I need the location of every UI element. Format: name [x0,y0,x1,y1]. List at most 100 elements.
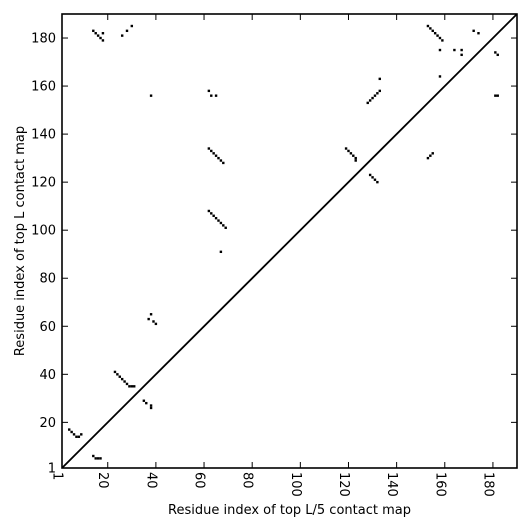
plot-frame [61,13,518,469]
contact-point [149,406,153,410]
contact-point [99,457,102,460]
contact-point [130,385,134,388]
contact-point [496,53,499,57]
contact-point [133,385,136,388]
contact-point [123,380,126,383]
contact-point [438,75,442,78]
contact-point [77,435,81,438]
contact-point [496,94,499,97]
contact-point [376,92,379,95]
contact-point [92,454,95,458]
contact-point [80,433,83,436]
contact-point [149,404,153,407]
contact-point [113,370,117,374]
contact-point [212,214,215,217]
x-tick-label: 120 [336,472,351,497]
contact-point [116,373,119,376]
contact-point [378,77,381,81]
contact-point [99,36,102,40]
contact-point [210,212,213,215]
x-axis: 1 20 40 60 80 100 120 140 160 180 [50,14,495,497]
y-tick-label: 80 [39,272,56,287]
diagonal-line [61,13,518,469]
contact-point [433,32,437,35]
contact-point [368,173,372,177]
contact-point [214,216,218,220]
x-tick-label: 140 [384,472,399,497]
contact-point [494,51,497,54]
y-tick-label: 1 [48,462,56,477]
y-tick-label: 180 [31,32,56,47]
x-tick-label: 40 [143,472,158,489]
contact-point [219,250,223,254]
contact-point [429,154,432,157]
contact-point [366,101,369,105]
x-tick-label: 100 [288,472,303,497]
y-tick-label: 120 [31,176,56,191]
contact-point [349,152,353,155]
contact-point [125,29,129,33]
contact-point [96,457,100,460]
contact-point [429,27,432,30]
contact-point [207,89,211,93]
contact-point [149,94,153,97]
contact-point [217,156,220,160]
y-tick-label: 20 [39,416,56,431]
contact-point [101,32,105,35]
contact-point [453,48,456,52]
x-axis-label: Residue index of top L/5 contact map [168,503,411,518]
y-tick-label: 140 [31,128,56,143]
contact-point [101,39,105,42]
contact-point [125,382,129,386]
contact-point [210,94,213,97]
y-tick-label: 160 [31,80,56,95]
contact-point [212,152,215,155]
contact-point [431,152,434,155]
contact-point [426,156,430,160]
contact-point [371,176,374,179]
y-tick-label: 100 [31,224,56,239]
x-tick-label: 80 [240,472,255,489]
contact-point [460,48,463,52]
contact-point [219,221,223,225]
contact-point [92,29,95,33]
contact-point [219,159,223,162]
contact-point [426,24,430,28]
contact-point [128,385,131,388]
contact-point [460,53,463,57]
contact-point [373,94,377,97]
contact-point [120,377,124,381]
contact-point [130,24,134,28]
contact-point [477,32,480,35]
x-tick-label: 180 [480,472,495,497]
contact-point [142,399,146,402]
contact-point [207,147,211,150]
contact-point [354,159,357,162]
contact-point [145,401,148,405]
contact-point [224,226,227,229]
contact-point [344,147,348,150]
contact-point [70,430,73,434]
contact-point [431,29,434,33]
contact-point [94,457,97,460]
contact-point [368,99,372,102]
contact-point [214,154,218,157]
contact-point [347,149,350,153]
contact-point [472,29,475,33]
contact-point [120,34,124,37]
y-axis-label: Residue index of top L contact map [13,126,28,356]
y-tick-label: 60 [39,320,56,335]
contact-point [75,435,78,438]
contact-point [72,433,76,436]
contact-point [94,32,97,35]
contact-point [118,375,121,378]
contact-point [378,89,381,93]
contact-point [352,154,355,157]
contact-point [214,94,218,97]
x-tick-label: 60 [192,472,207,489]
contact-point [436,34,439,37]
contact-point [441,39,444,42]
y-tick-label: 40 [39,368,56,383]
